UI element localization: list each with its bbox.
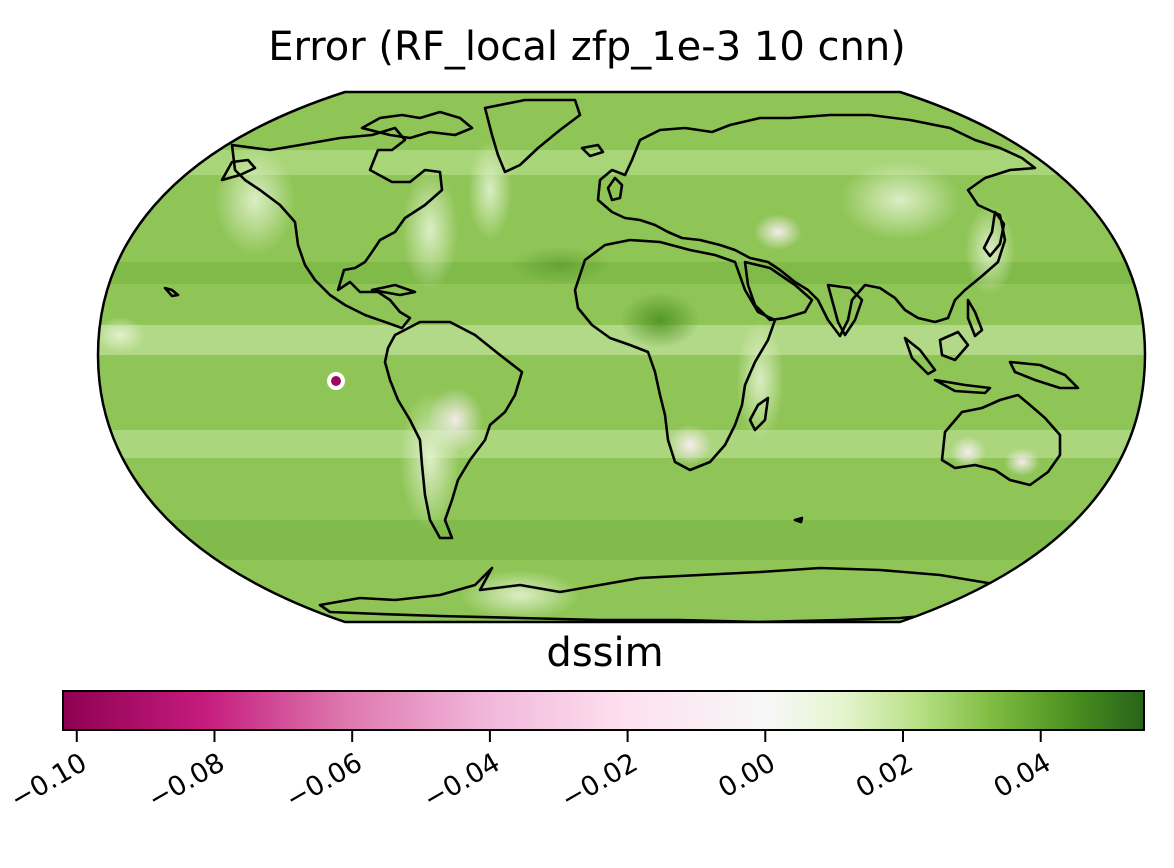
world-map: [96, 90, 1147, 624]
map-boundary: [96, 90, 1147, 624]
colorbar-tick-label: 0.04: [989, 747, 1057, 804]
coast-iceland: [580, 143, 605, 158]
spot-north-atlantic: [510, 247, 610, 283]
spot-australia-west: [950, 436, 986, 468]
coast-japan: [982, 210, 1006, 258]
magenta-spot-core: [331, 376, 341, 386]
spot-tibet: [754, 214, 802, 250]
colorbar-tick-label: −0.10: [5, 747, 92, 815]
colorbar-tick-label: −0.08: [143, 747, 230, 815]
coast-australia: [940, 393, 1062, 487]
spot-antarctica: [460, 570, 580, 620]
coast-greenland: [483, 98, 582, 174]
colorbar-tick-label: 0.02: [851, 747, 919, 804]
colorbar-gradient: [62, 690, 1145, 731]
colorbar-tick-label: −0.06: [281, 747, 368, 815]
colorbar-label: dssim: [546, 630, 664, 676]
coast-antarctica: [318, 566, 1042, 622]
coast-sumatra: [903, 336, 937, 376]
dark-band-equator: [98, 262, 1145, 284]
colorbar-tick-label: −0.04: [418, 747, 505, 815]
coast-hawaii: [163, 286, 180, 298]
spot-africa-south: [668, 425, 712, 465]
spot-sahara: [620, 292, 700, 348]
pale-band-tropic: [98, 325, 1145, 355]
coast-africa: [573, 238, 777, 472]
spot-atlantic: [402, 170, 458, 290]
spot-siberia: [840, 160, 960, 240]
coast-philippines: [966, 298, 984, 338]
coast-north-america: [230, 126, 444, 330]
colorbar-tick-label: 0.00: [713, 747, 781, 804]
coast-cuba: [370, 283, 417, 297]
dark-band-south: [98, 520, 1145, 560]
colorbar-tick-label: −0.02: [556, 747, 643, 815]
coast-britain: [606, 176, 624, 202]
coast-india: [826, 283, 864, 337]
coast-south-america: [383, 320, 524, 540]
spot-rockies: [215, 145, 295, 255]
coast-new-guinea: [1008, 360, 1080, 390]
coast-arabia: [743, 260, 814, 322]
map-field: [98, 92, 1145, 622]
spot-andes: [400, 390, 460, 530]
coast-java: [933, 378, 992, 395]
coast-borneo: [938, 330, 970, 362]
coast-alaska: [220, 158, 257, 182]
coast-arctic-islands: [360, 110, 474, 140]
spot-west-pacific: [98, 317, 145, 353]
spot-australia-east: [1004, 448, 1040, 476]
coast-europe: [596, 113, 1037, 338]
coast-madagascar: [748, 396, 770, 432]
map-title: Error (RF_local zfp_1e-3 10 cnn): [268, 24, 906, 70]
spot-east-africa: [736, 320, 784, 440]
coast-south-georgia: [793, 516, 804, 524]
colorbar-ticks: −0.10 −0.08 −0.06 −0.04 −0.02 0.00 0.02 0.04: [5, 730, 1056, 815]
